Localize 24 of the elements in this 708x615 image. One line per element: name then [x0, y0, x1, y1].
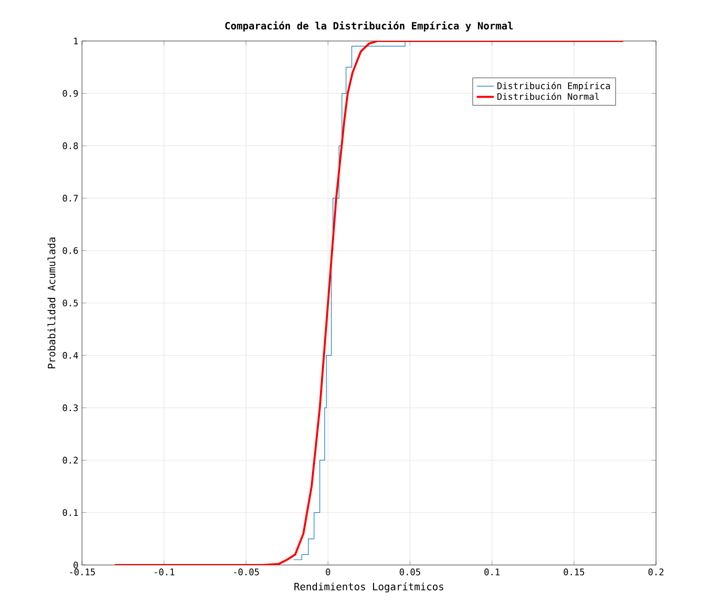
y-tick-label: 0.2 [62, 456, 78, 464]
x-tick-label: 0.1 [484, 568, 500, 576]
chart-title: Comparación de la Distribución Empírica y Normal [225, 21, 513, 32]
y-tick-label: 0.8 [62, 142, 78, 150]
y-tick-label: 0.3 [62, 404, 78, 412]
y-tick-label: 0.1 [62, 509, 78, 516]
y-tick-label: 0.9 [62, 90, 78, 97]
x-tick-label: 0.2 [648, 568, 664, 576]
y-tick-label: 0 [74, 562, 78, 568]
x-tick-label: -0.1 [154, 568, 174, 576]
y-tick-label: 1 [74, 38, 78, 44]
legend-label: Distribución Normal [497, 92, 599, 100]
y-tick-label: 0.6 [62, 247, 78, 254]
x-tick-label: 0 [326, 568, 330, 576]
x-axis-title: Rendimientos Logarítmicos [294, 582, 444, 592]
y-axis-title: Probabilidad Acumulada [48, 238, 56, 368]
x-tick-label: 0.05 [400, 568, 420, 576]
y-tick-label: 0.5 [62, 300, 78, 306]
y-tick-label: 0.7 [62, 194, 78, 202]
legend-label: Distribución Empírica [497, 82, 610, 91]
x-tick-label: 0.15 [564, 568, 584, 576]
x-tick-label: -0.05 [234, 568, 259, 576]
x-tick-label: -0.15 [70, 568, 95, 576]
y-tick-label: 0.4 [62, 352, 78, 359]
